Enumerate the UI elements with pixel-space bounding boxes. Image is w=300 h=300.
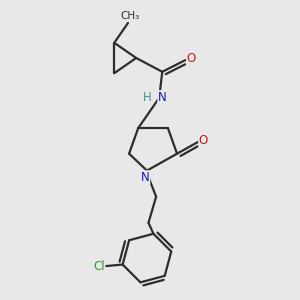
Text: O: O	[187, 52, 196, 65]
Text: N: N	[158, 91, 167, 104]
Text: O: O	[199, 134, 208, 147]
Text: H: H	[143, 91, 152, 104]
Text: Cl: Cl	[93, 260, 105, 273]
Text: N: N	[141, 171, 150, 184]
Text: CH₃: CH₃	[120, 11, 139, 21]
